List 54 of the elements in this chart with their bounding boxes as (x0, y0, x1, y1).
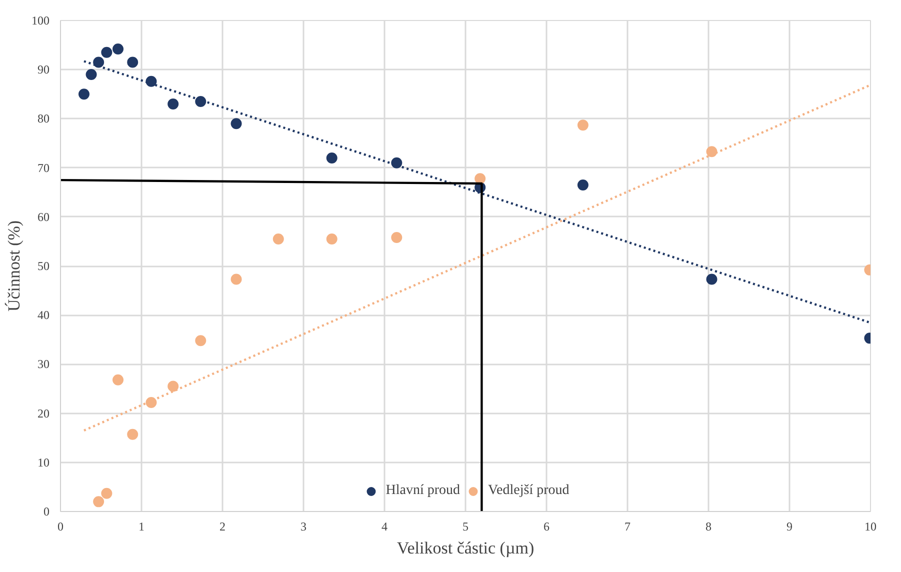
legend-label: Hlavní proud (386, 483, 460, 499)
x-tick-label: 0 (58, 520, 64, 534)
y-tick-label: 80 (38, 112, 50, 126)
x-tick-label: 7 (624, 520, 630, 534)
point (706, 146, 718, 158)
y-axis-title: Účinnost (%) (4, 220, 24, 312)
point (577, 120, 588, 131)
point (577, 179, 588, 190)
point (101, 488, 112, 499)
y-tick-label: 50 (38, 259, 50, 273)
point (326, 152, 338, 164)
point (78, 88, 90, 100)
y-tick-label: 30 (38, 357, 50, 372)
point (391, 157, 402, 168)
x-tick-label: 1 (138, 520, 144, 534)
x-tick-label: 10 (864, 520, 876, 534)
point (127, 56, 138, 68)
point (326, 234, 338, 244)
point (230, 274, 242, 285)
point (146, 397, 157, 408)
y-tick-label: 60 (38, 210, 50, 224)
x-tick-label: 9 (786, 520, 792, 534)
point (195, 96, 206, 108)
point (101, 46, 112, 58)
point (112, 43, 124, 54)
point (272, 234, 284, 244)
y-tick-label: 20 (38, 406, 50, 420)
point (93, 496, 104, 508)
x-tick-label: 3 (300, 520, 306, 534)
x-tick-label: 5 (462, 520, 468, 534)
point (474, 173, 486, 184)
point (391, 232, 402, 244)
y-tick-label: 70 (38, 160, 50, 175)
point (112, 374, 124, 386)
x-tick-label: 8 (706, 520, 712, 534)
y-tick-label: 100 (32, 14, 50, 28)
y-tick-label: 90 (38, 62, 50, 77)
y-tick-label: 40 (38, 308, 50, 322)
point (230, 118, 242, 130)
y-tick-label: 0 (44, 504, 50, 518)
x-axis-title: Velikost částic (µm) (396, 538, 534, 558)
x-tick-label: 4 (382, 520, 388, 534)
y-tick-label: 10 (38, 455, 50, 470)
point (195, 335, 206, 346)
point (127, 428, 138, 440)
x-tick-label: 2 (220, 520, 226, 534)
point (706, 274, 718, 285)
point (86, 69, 97, 80)
point (168, 98, 179, 110)
point (168, 380, 179, 392)
point (93, 56, 104, 68)
x-tick-label: 6 (544, 520, 550, 534)
point (146, 76, 157, 87)
legend-label: Vedlejší proud (488, 483, 570, 499)
